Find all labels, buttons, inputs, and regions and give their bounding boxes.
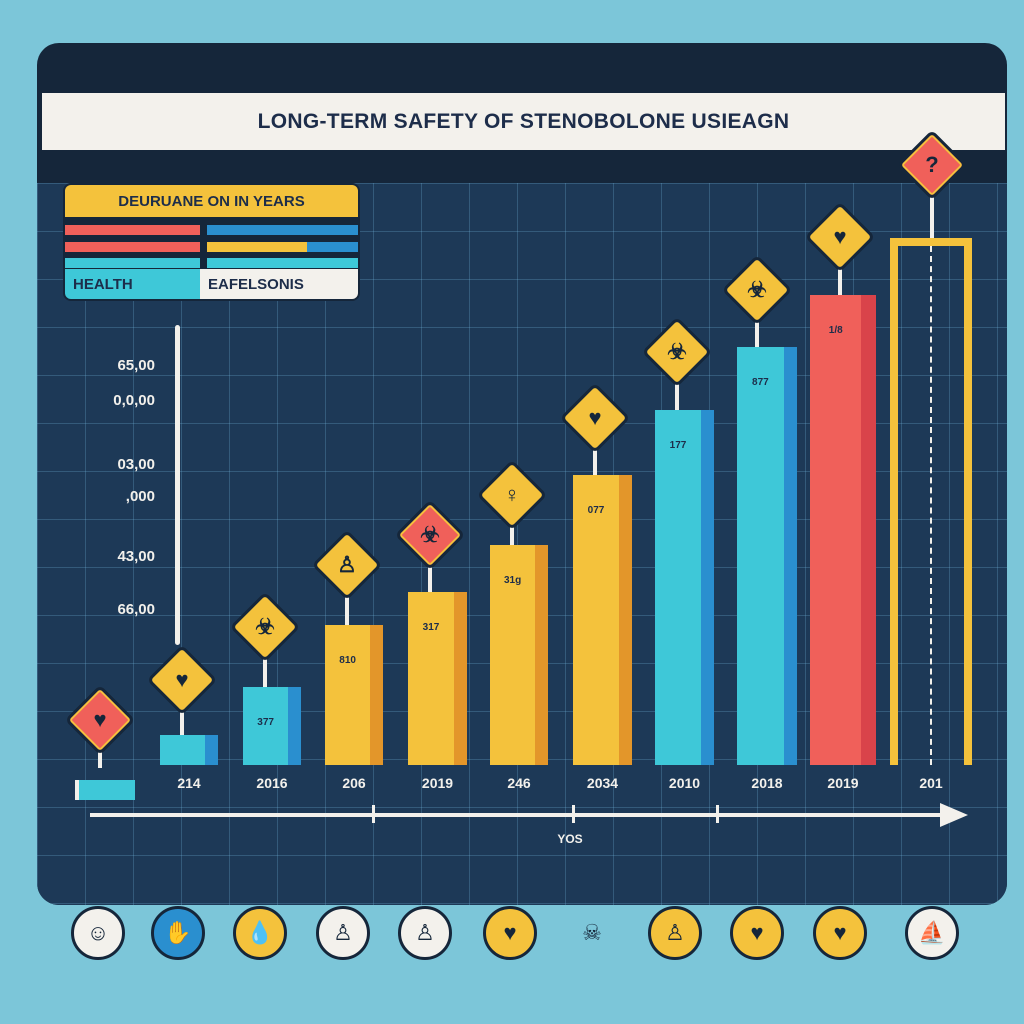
biohazard-icon: ☣ xyxy=(747,277,767,302)
bar: 077 xyxy=(573,475,632,765)
bar-side xyxy=(619,475,632,765)
y-tick-label: ,000 xyxy=(125,488,155,505)
legend-swatch-red xyxy=(65,225,200,235)
legend-swatch-teal xyxy=(65,258,200,268)
sign-post xyxy=(755,320,759,347)
skull-icon: ☠ xyxy=(582,920,602,945)
bar-side xyxy=(370,625,383,765)
bar-side xyxy=(205,735,218,765)
sign-post xyxy=(345,595,349,625)
x-tick-label: 2019 xyxy=(827,775,859,791)
person-icon: ♙ xyxy=(337,552,357,577)
bar: 177 xyxy=(655,410,714,765)
y-tick-label: 65,00 xyxy=(117,357,155,374)
bar-side xyxy=(861,295,876,765)
y-tick-label: 0,0,00 xyxy=(113,392,155,409)
hand-icon: ✋ xyxy=(151,906,205,960)
heart-bolt-icon: ♥ xyxy=(175,667,189,692)
x-tick xyxy=(716,805,719,823)
person-icon: ♙ xyxy=(648,906,702,960)
bar-label: 1/8 xyxy=(828,325,843,336)
broken-heart-icon: ♥ xyxy=(483,906,537,960)
x-axis-label: YOS xyxy=(557,832,583,846)
x-tick-label: 206 xyxy=(342,775,366,791)
biohazard-icon: ☣ xyxy=(420,522,440,547)
legend-swatch-yellow xyxy=(207,242,307,252)
question-icon: ? xyxy=(925,152,939,177)
x-tick-label: 2018 xyxy=(751,775,783,791)
bar: 377 xyxy=(243,687,301,765)
bar: 31g xyxy=(490,545,548,765)
sign-post xyxy=(98,750,102,768)
x-tick-label: 2010 xyxy=(668,775,701,791)
sign-post xyxy=(838,267,842,295)
bar: 877 xyxy=(737,347,797,765)
legend-header: DEURUANE ON IN YEARS xyxy=(65,185,358,217)
bar-label: 177 xyxy=(669,440,687,451)
heart-icon: ♥ xyxy=(730,906,784,960)
legend-swatch-teal xyxy=(207,258,358,268)
x-axis xyxy=(90,813,960,817)
sign-post xyxy=(510,525,514,545)
chart-title: LONG-TERM SAFETY OF STENOBOLONE USIEAGN xyxy=(42,93,1005,150)
biohazard-icon: ☣ xyxy=(667,339,687,364)
y-axis xyxy=(175,325,180,645)
sign-post xyxy=(593,448,597,475)
sign-post xyxy=(675,382,679,410)
bar: 810 xyxy=(325,625,383,765)
broken-heart-icon: ♥ xyxy=(93,707,107,732)
bar-side xyxy=(783,347,797,765)
y-tick-label: 03,00 xyxy=(117,456,155,473)
bar: 1/8 xyxy=(810,295,876,765)
bar xyxy=(160,735,218,765)
sign-post xyxy=(263,657,267,687)
x-tick-label: 2034 xyxy=(586,775,619,791)
drop-icon: 💧 xyxy=(233,906,287,960)
heart-icon: ♥ xyxy=(813,906,867,960)
bar-label: 31g xyxy=(504,575,522,586)
legend-swatch-red xyxy=(65,242,200,252)
bar-label: 077 xyxy=(587,505,605,516)
person-icon: ♙ xyxy=(398,906,452,960)
sign-post xyxy=(180,710,184,735)
y-tick-label: 66,00 xyxy=(117,601,155,618)
dashed-line xyxy=(930,246,932,765)
bar-label: 317 xyxy=(422,622,440,633)
x-tick-label: 214 xyxy=(177,775,201,791)
x-tick-label: 201 xyxy=(919,775,943,791)
person-icon: ♙ xyxy=(316,906,370,960)
x-tick-label: 2019 xyxy=(421,775,454,791)
heart-icon: ♥ xyxy=(588,405,602,430)
legend-swatch-blue xyxy=(207,225,358,235)
boat-icon: ⛵ xyxy=(905,906,959,960)
sign-post xyxy=(930,195,934,238)
origin-marker xyxy=(75,780,135,800)
y-tick-label: 43,00 xyxy=(117,548,155,565)
broken-heart-icon: ♥ xyxy=(833,224,847,249)
bar xyxy=(890,238,972,765)
bar-side xyxy=(288,687,301,765)
person-icon: ♀ xyxy=(503,482,521,507)
biohazard-icon: ☣ xyxy=(255,614,275,639)
sign-post xyxy=(428,565,432,592)
bar-label: 810 xyxy=(339,655,356,666)
x-tick-label: 246 xyxy=(507,775,531,791)
legend-label-health: HEALTH xyxy=(65,269,200,299)
x-axis-arrow-icon xyxy=(940,803,968,827)
x-tick-label: 2016 xyxy=(256,775,288,791)
legend-swatch-blue xyxy=(307,242,358,252)
bar-side xyxy=(535,545,548,765)
x-tick xyxy=(372,805,375,823)
bar-label: 877 xyxy=(752,377,769,388)
legend: DEURUANE ON IN YEARS HEALTH EAFELSONIS xyxy=(63,183,360,301)
bar-side xyxy=(701,410,714,765)
x-tick xyxy=(572,805,575,823)
legend-label-right: EAFELSONIS xyxy=(200,269,358,299)
bar: 317 xyxy=(408,592,467,765)
bar-side xyxy=(454,592,467,765)
bar-label: 377 xyxy=(257,717,274,728)
person-icon: ☺ xyxy=(71,906,125,960)
